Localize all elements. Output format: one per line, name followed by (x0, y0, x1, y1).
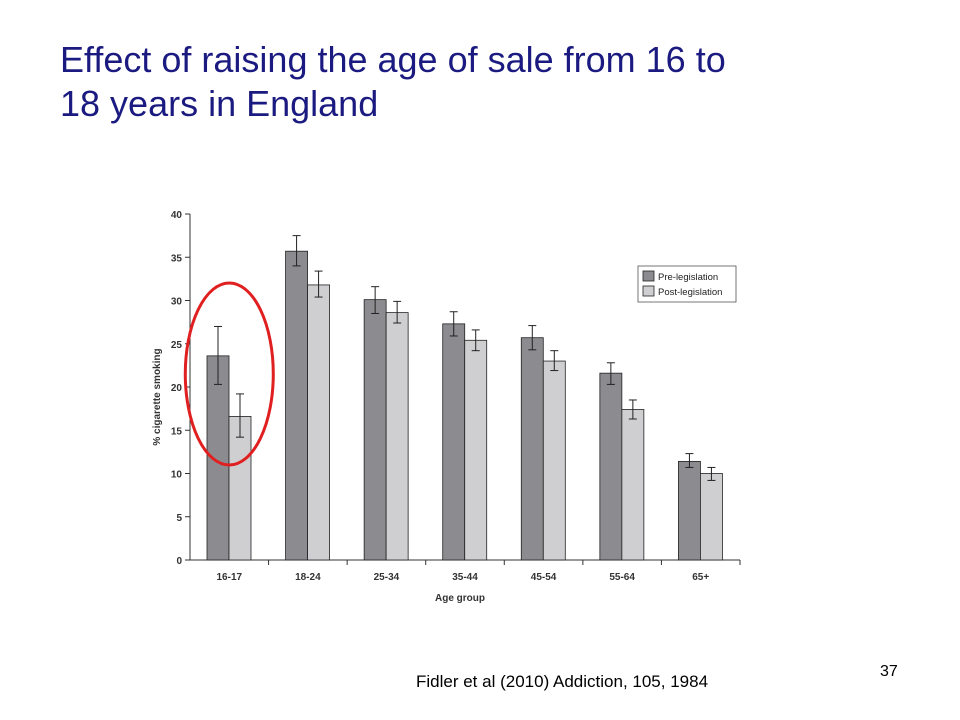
bar-pre-legislation (442, 323, 466, 561)
bar-pre-legislation (285, 250, 308, 561)
bar-pre-legislation (678, 460, 701, 561)
legend-label: Pre-legislation (658, 272, 718, 283)
y-tick-label: 10 (171, 470, 183, 481)
x-tick-label: 65+ (692, 572, 709, 583)
x-tick-label: 45-54 (531, 572, 557, 583)
y-tick-label: 25 (171, 340, 183, 351)
y-tick-label: 5 (176, 513, 182, 524)
y-tick-label: 30 (171, 297, 183, 308)
legend-label: Post-legislation (658, 287, 722, 298)
bar-post-legislation (621, 409, 645, 561)
bar-post-legislation (228, 416, 252, 561)
bar-post-legislation (700, 473, 723, 561)
y-tick-label: 40 (171, 210, 183, 221)
slide-title-line-1: Effect of raising the age of sale from 1… (60, 39, 726, 80)
y-tick-label: 15 (171, 426, 183, 437)
x-tick-label: 18-24 (295, 572, 321, 583)
y-axis-label: % cigarette smoking (152, 348, 163, 445)
slide-title: Effect of raising the age of sale from 1… (60, 38, 920, 126)
bar-pre-legislation (363, 299, 387, 561)
bar-post-legislation (385, 312, 409, 561)
y-tick-label: 20 (171, 383, 183, 394)
x-tick-label: 16-17 (216, 572, 242, 583)
y-tick-label: 0 (176, 556, 182, 567)
citation: Fidler et al (2010) Addiction, 105, 1984 (416, 672, 709, 691)
legend-swatch (642, 285, 655, 297)
bar-pre-legislation (599, 372, 623, 561)
page-number: 37 (880, 663, 898, 680)
bar-post-legislation (307, 284, 330, 561)
highlight-ellipse (183, 281, 275, 467)
legend-swatch (642, 270, 655, 282)
slide-title-line-2: 18 years in England (60, 83, 379, 124)
y-tick-label: 35 (171, 253, 183, 264)
x-tick-label: 55-64 (609, 572, 635, 583)
x-tick-label: 35-44 (452, 572, 478, 583)
bar-post-legislation (464, 339, 488, 561)
chart-labels: 0 5 10 15 20 25 30 35 40 16-17 18-24 25-34 35-44 45-5… (152, 210, 709, 604)
x-axis-label: Age group (435, 593, 485, 604)
bar-pre-legislation (520, 337, 544, 561)
bar-post-legislation (542, 360, 566, 561)
highlight-annotation (183, 281, 275, 467)
chart-bars (206, 250, 723, 561)
chart-error-bars (214, 235, 716, 481)
x-tick-label: 25-34 (374, 572, 400, 583)
chart-legend: Pre-legislation Post-legislation (637, 265, 737, 303)
